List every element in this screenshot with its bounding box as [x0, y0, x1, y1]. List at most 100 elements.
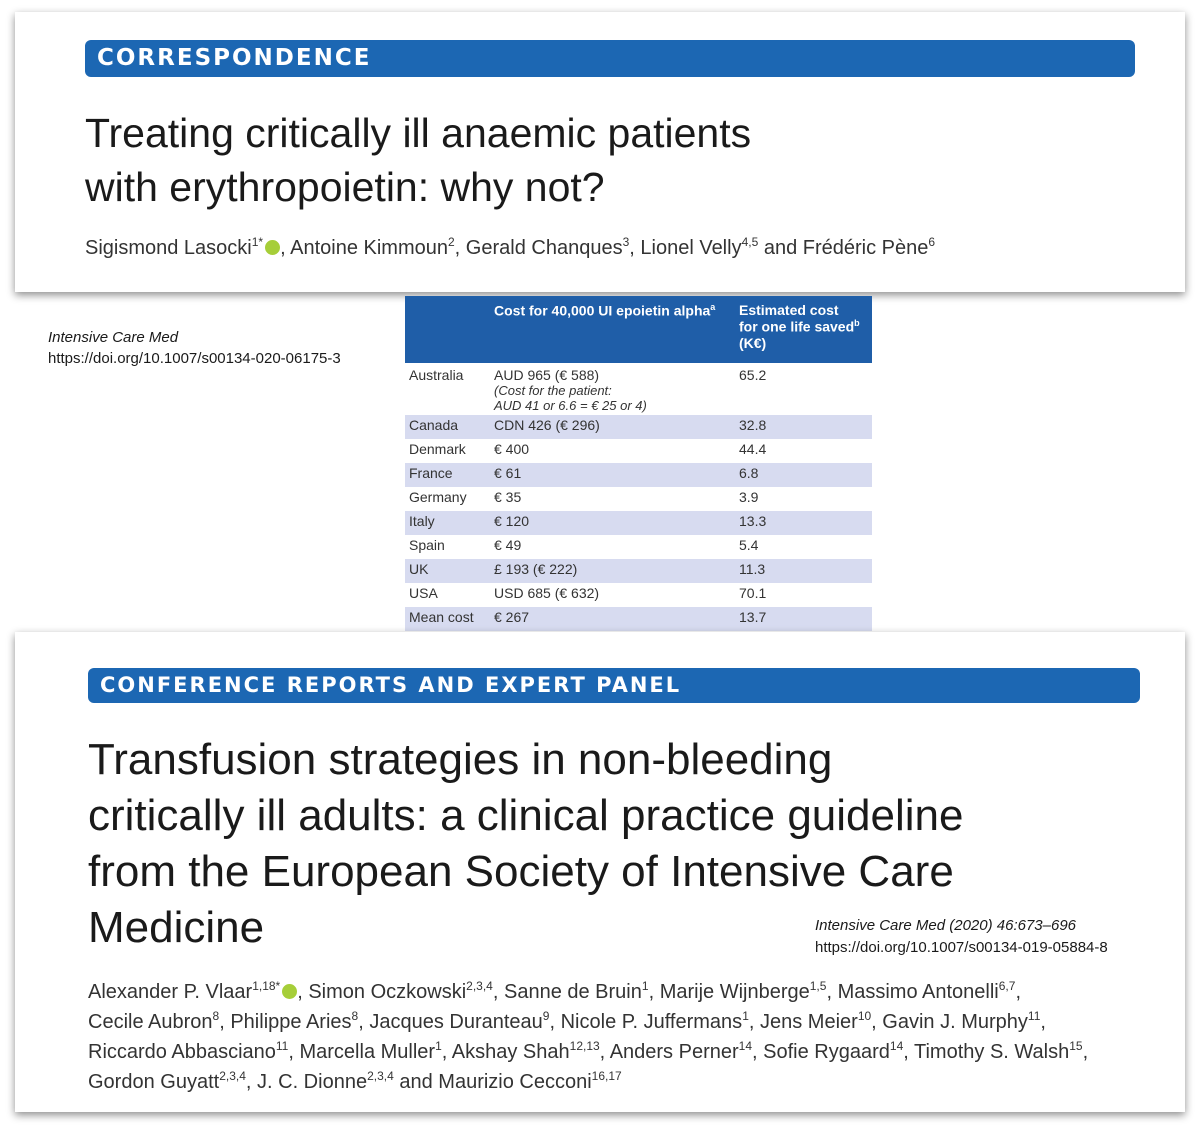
separator: , — [492, 981, 499, 1003]
separator: , — [629, 237, 635, 259]
separator: , — [648, 981, 655, 1003]
author-name: Sanne de Bruin — [503, 981, 642, 1003]
author-name: Sigismond Lasocki — [85, 237, 252, 259]
estimate: 44.4 — [739, 441, 767, 457]
country: Germany — [409, 489, 467, 505]
table-row: France € 61 6.8 — [405, 463, 872, 487]
author-name: J. C. Dionne — [257, 1071, 368, 1093]
country: Canada — [405, 415, 490, 439]
affiliation: 9 — [542, 1009, 550, 1023]
separator: , — [288, 1041, 294, 1063]
table-row: Denmark € 400 44.4 — [405, 439, 872, 463]
author-name: Alexander P. Vlaar — [88, 981, 253, 1003]
author-name: Massimo Antonelli — [837, 981, 999, 1003]
header-line: (K€) — [739, 334, 767, 351]
cost: USD 685 (€ 632) — [490, 583, 735, 607]
cost: £ 193 (€ 222) — [490, 559, 735, 583]
footnote-mark: b — [854, 318, 860, 328]
cost-value: € 61 — [494, 465, 522, 481]
table-row: Italy € 120 13.3 — [405, 511, 872, 535]
affiliation: 15 — [1069, 1039, 1083, 1053]
cost-value: £ 193 (€ 222) — [494, 561, 578, 577]
banner: CONFERENCE REPORTS AND EXPERT PANEL — [88, 668, 1140, 703]
affiliation: 4,5 — [741, 235, 759, 249]
cost: € 35 — [490, 487, 735, 511]
author-name: Marcella Muller — [299, 1041, 436, 1063]
title-line: critically ill adults: a clinical practi… — [88, 791, 964, 840]
separator: , — [871, 1011, 877, 1033]
estimate: 13.7 — [735, 607, 872, 631]
estimate: 32.8 — [735, 415, 872, 439]
separator: , — [549, 1011, 556, 1033]
header-cell — [405, 296, 490, 363]
table-row: Spain € 49 5.4 — [405, 535, 872, 559]
cost-table: Cost for 40,000 UI epoietin alphaa Estima… — [405, 296, 872, 631]
author-name: Akshay Shah — [451, 1041, 570, 1063]
cost: € 49 — [490, 535, 735, 559]
title-line: Transfusion strategies in non-bleeding — [88, 735, 833, 784]
author-line: Alexander P. Vlaar1,18*, Simon Oczkowski… — [88, 977, 1088, 1007]
author-name: Sofie Rygaard — [763, 1041, 890, 1063]
author-name: Anders Perner — [609, 1041, 739, 1063]
separator: , — [219, 1011, 225, 1033]
author-name: Riccardo Abbasciano — [88, 1041, 276, 1063]
affiliation: 12,13 — [569, 1039, 600, 1053]
author-name: Gavin J. Murphy — [882, 1011, 1028, 1033]
estimate: 13.3 — [735, 511, 872, 535]
authors: Alexander P. Vlaar1,18*, Simon Oczkowski… — [88, 977, 1088, 1097]
author-name: Lionel Velly — [640, 237, 742, 259]
author-name: Jens Meier — [760, 1011, 858, 1033]
affiliation: 1,5 — [809, 979, 827, 993]
author-name: Antoine Kimmoun — [290, 237, 448, 259]
cost-value: € 400 — [494, 441, 530, 457]
orcid-icon — [265, 240, 281, 255]
cost-value: € 267 — [494, 609, 530, 625]
header-line: Estimated cost — [739, 302, 839, 318]
author-name: Maurizio Cecconi — [438, 1071, 592, 1093]
affiliation: 2,3,4 — [367, 1069, 394, 1083]
cost: € 400 — [490, 439, 735, 463]
author-name: Timothy S. Walsh — [914, 1041, 1070, 1063]
affiliation: 10 — [857, 1009, 872, 1023]
separator: , — [752, 1041, 758, 1063]
header-line: for one life savedb — [739, 318, 860, 335]
cost-value: AUD 965 (€ 588) — [494, 367, 600, 383]
cost-table-wrap: Cost for 40,000 UI epoietin alphaa Estima… — [405, 296, 872, 636]
separator: , — [599, 1041, 606, 1063]
affiliation: 2,3,4 — [466, 979, 493, 993]
author-line: Riccardo Abbasciano11, Marcella Muller1,… — [88, 1037, 1088, 1067]
separator: , — [826, 981, 832, 1003]
cost-note: AUD 41 or 6.6 = € 25 or 4) — [494, 398, 647, 413]
cost-value: CDN 426 (€ 296) — [494, 417, 600, 433]
affiliation: 8 — [212, 1009, 220, 1023]
header-text: Cost for 40,000 UI epoietin alpha — [494, 302, 711, 319]
header-cell: Cost for 40,000 UI epoietin alphaa — [490, 296, 735, 363]
table-row: UK £ 193 (€ 222) 11.3 — [405, 559, 872, 583]
separator: , — [280, 237, 286, 259]
author-name: Gerald Chanques — [465, 237, 623, 259]
author-name: Philippe Aries — [230, 1011, 352, 1033]
cost-value: € 35 — [494, 489, 522, 505]
affiliation: 1* — [251, 235, 264, 249]
country: Denmark — [409, 441, 466, 457]
table-row: Mean cost € 267 13.7 — [405, 607, 872, 631]
affiliation: 14 — [889, 1039, 904, 1053]
separator: , — [297, 981, 303, 1003]
title: Transfusion strategies in non-bleeding cr… — [88, 732, 964, 956]
cost: AUD 965 (€ 588) (Cost for the patient: AUD… — [490, 365, 735, 415]
affiliation: 14 — [738, 1039, 753, 1053]
author-name: Nicole P. Juffermans — [560, 1011, 743, 1033]
footnote-mark: a — [710, 302, 716, 312]
separator: , — [358, 1011, 364, 1033]
author-line: Cecile Aubron8, Philippe Aries8, Jacques… — [88, 1007, 1088, 1037]
doi: https://doi.org/10.1007/s00134-019-05884… — [815, 939, 1108, 956]
citation: Intensive Care Med (2020) 46:673–696 htt… — [815, 915, 1108, 959]
author-name: Frédéric Pène — [802, 237, 929, 259]
country: Italy — [405, 511, 490, 535]
country: Mean cost — [405, 607, 490, 631]
separator: , — [1082, 1041, 1089, 1063]
estimate: 65.2 — [739, 367, 767, 383]
cost: € 120 — [490, 511, 735, 535]
author-name: Gordon Guyatt — [88, 1071, 220, 1093]
